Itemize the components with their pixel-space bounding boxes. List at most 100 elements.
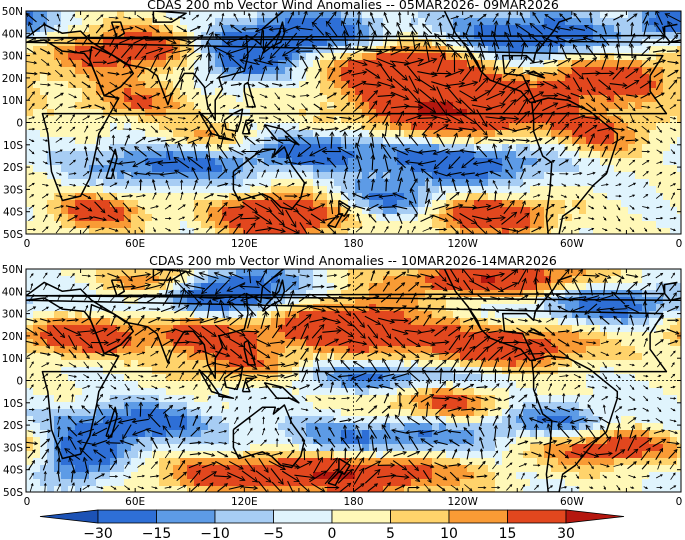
anomaly-cell xyxy=(131,325,139,333)
anomaly-cell xyxy=(390,165,398,173)
anomaly-cell xyxy=(586,325,594,333)
anomaly-cell xyxy=(334,283,342,291)
anomaly-cell xyxy=(572,88,580,96)
anomaly-cell xyxy=(26,67,34,75)
anomaly-cell xyxy=(670,325,678,333)
anomaly-cell xyxy=(159,332,167,340)
anomaly-cell xyxy=(488,214,496,222)
anomaly-cell xyxy=(166,304,174,312)
wind-vector xyxy=(588,205,595,210)
anomaly-cell xyxy=(432,130,440,138)
anomaly-cell xyxy=(47,179,55,187)
anomaly-cell xyxy=(40,25,48,33)
anomaly-cell xyxy=(586,207,594,215)
anomaly-cell xyxy=(544,297,552,305)
anomaly-cell xyxy=(257,304,265,312)
wind-vector xyxy=(123,16,132,20)
anomaly-cell xyxy=(75,207,83,215)
anomaly-cell xyxy=(68,81,76,89)
anomaly-cell xyxy=(89,137,97,145)
anomaly-cell xyxy=(642,221,650,229)
anomaly-cell xyxy=(453,325,461,333)
anomaly-cell xyxy=(446,186,454,194)
anomaly-cell xyxy=(446,53,454,61)
anomaly-cell xyxy=(418,144,426,152)
wind-vector xyxy=(517,32,529,48)
anomaly-cell xyxy=(565,325,573,333)
anomaly-cell xyxy=(152,74,160,82)
anomaly-cell xyxy=(355,297,363,305)
anomaly-cell xyxy=(621,109,629,117)
anomaly-cell xyxy=(670,304,678,312)
anomaly-cell xyxy=(103,276,111,284)
anomaly-cell xyxy=(131,290,139,298)
anomaly-cell xyxy=(656,151,664,159)
anomaly-cell xyxy=(628,304,636,312)
anomaly-cell xyxy=(642,214,650,222)
anomaly-cell xyxy=(33,228,41,234)
anomaly-cell xyxy=(551,123,559,131)
anomaly-cell xyxy=(166,102,174,110)
wind-vector xyxy=(109,201,118,214)
anomaly-cell xyxy=(516,332,524,340)
wind-vector xyxy=(381,169,392,179)
anomaly-cell xyxy=(481,60,489,68)
anomaly-cell xyxy=(334,60,342,68)
anomaly-cell xyxy=(530,151,538,159)
anomaly-cell xyxy=(194,88,202,96)
anomaly-cell xyxy=(180,207,188,215)
anomaly-cell xyxy=(278,283,286,291)
anomaly-cell xyxy=(523,25,531,33)
wind-vector xyxy=(383,11,389,23)
anomaly-cell xyxy=(383,151,391,159)
anomaly-cell xyxy=(47,283,55,291)
anomaly-cell xyxy=(222,214,230,222)
anomaly-cell xyxy=(642,60,650,68)
anomaly-cell xyxy=(54,25,62,33)
anomaly-cell xyxy=(502,60,510,68)
anomaly-cell xyxy=(628,221,636,229)
wind-vector xyxy=(341,29,348,50)
anomaly-cell xyxy=(523,172,531,180)
anomaly-cell xyxy=(264,95,272,103)
anomaly-cell xyxy=(257,11,265,19)
anomaly-cell xyxy=(474,151,482,159)
wind-vector xyxy=(367,113,379,123)
anomaly-cell xyxy=(278,214,286,222)
wind-vector xyxy=(573,158,582,167)
wind-vector xyxy=(545,159,556,166)
anomaly-cell xyxy=(446,311,454,319)
anomaly-cell xyxy=(215,11,223,19)
anomaly-cell xyxy=(551,130,559,138)
anomaly-cell xyxy=(131,67,139,75)
anomaly-cell xyxy=(47,214,55,222)
anomaly-cell xyxy=(26,200,34,208)
wind-vector xyxy=(42,172,49,176)
anomaly-cell xyxy=(61,18,69,26)
wind-vector xyxy=(364,194,381,200)
anomaly-cell xyxy=(299,325,307,333)
wind-vector xyxy=(447,33,462,47)
anomaly-cell xyxy=(663,81,671,89)
anomaly-cell xyxy=(607,207,615,215)
anomaly-cell xyxy=(495,18,503,26)
anomaly-cell xyxy=(334,151,342,159)
wind-vector xyxy=(339,43,352,59)
wind-vector xyxy=(406,65,421,82)
anomaly-cell xyxy=(656,269,664,277)
anomaly-cell xyxy=(628,297,636,305)
anomaly-cell xyxy=(621,228,629,234)
anomaly-cell xyxy=(166,325,174,333)
wind-vector xyxy=(55,114,63,122)
anomaly-cell xyxy=(222,102,230,110)
anomaly-cell xyxy=(299,276,307,284)
anomaly-cell xyxy=(558,221,566,229)
wind-vector xyxy=(422,23,433,35)
wind-vector xyxy=(492,179,498,190)
anomaly-cell xyxy=(621,88,629,96)
anomaly-cell xyxy=(250,186,258,194)
anomaly-cell xyxy=(572,172,580,180)
anomaly-cell xyxy=(383,39,391,47)
wind-vector xyxy=(109,101,117,113)
anomaly-cell xyxy=(327,109,335,117)
